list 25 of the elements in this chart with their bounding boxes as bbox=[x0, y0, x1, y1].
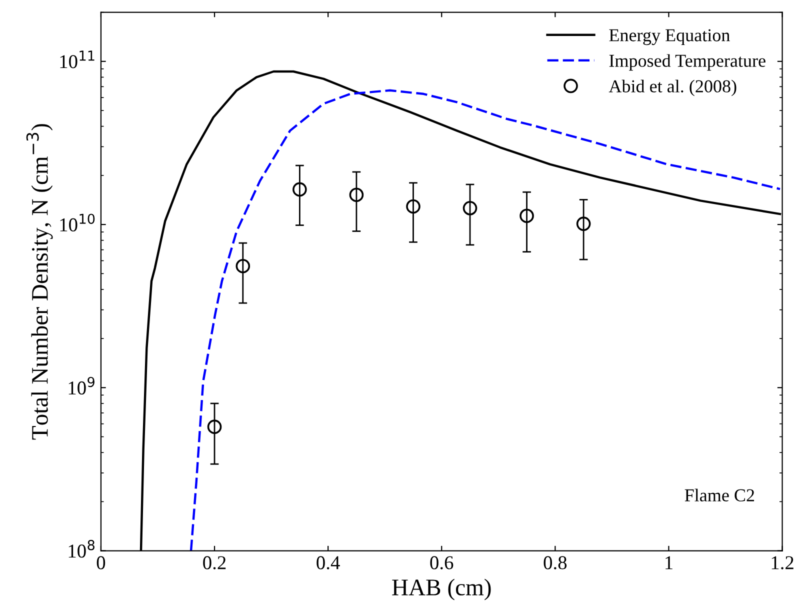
point bbox=[462, 200, 478, 216]
point bbox=[349, 188, 364, 202]
legend-label: Imposed Temperature bbox=[609, 54, 766, 71]
x-tick-label: 0.2 bbox=[203, 556, 226, 570]
annotation: Flame C2 bbox=[684, 488, 754, 502]
y-tick-label: 10$^{8}$ bbox=[68, 540, 94, 558]
point bbox=[520, 208, 534, 224]
x-tick-label: 0.8 bbox=[544, 556, 567, 570]
y-tick-label: 10$^{9}$ bbox=[68, 376, 94, 395]
x-axis-title: HAB (cm) bbox=[392, 578, 491, 600]
x-tick-label: 1.2 bbox=[772, 556, 794, 570]
legend-label: Energy Equation bbox=[609, 29, 730, 46]
point bbox=[292, 182, 307, 197]
y-axis-title: Total Number Density, N (cm$^{−3}$) bbox=[26, 124, 53, 440]
x-tick-label: 1 bbox=[666, 556, 672, 570]
point bbox=[207, 420, 222, 434]
x-tick-label: 0.6 bbox=[430, 556, 454, 570]
y-tick-label: 10$^{11}$ bbox=[60, 50, 94, 68]
point bbox=[576, 216, 591, 231]
x-tick-label: 0 bbox=[96, 556, 106, 570]
legend-label: Abid et al. (2008) bbox=[608, 80, 736, 96]
point bbox=[406, 199, 420, 214]
x-tick-label: 0.4 bbox=[316, 556, 340, 570]
point bbox=[236, 258, 250, 274]
y-tick-label: 10$^{10}$ bbox=[60, 214, 95, 232]
